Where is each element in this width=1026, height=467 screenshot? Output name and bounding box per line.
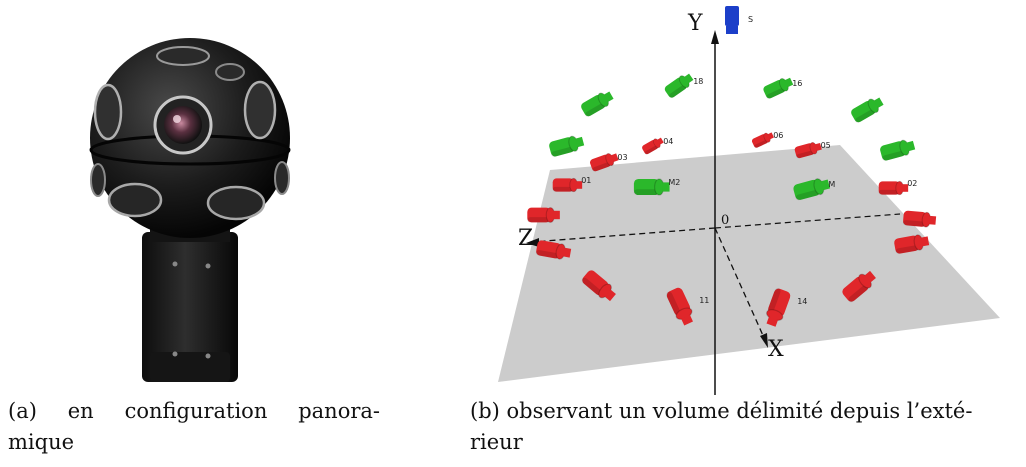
camera-green-22 (880, 139, 916, 161)
x-axis-line (714, 227, 766, 341)
z-axis-negative-line (714, 213, 901, 229)
floor-plane (498, 145, 1000, 382)
camera-red-2 (751, 132, 774, 148)
x-axis-label: X (768, 337, 784, 362)
camera-red-4 (794, 142, 822, 159)
y-axis-label: Y (687, 11, 703, 36)
camera-tag: S (748, 15, 753, 24)
caption-a-line-2: mique (8, 430, 75, 454)
y-axis-arrow (711, 30, 719, 44)
camera-tag: 18 (693, 77, 703, 86)
caption-b-line-2: rieur (470, 430, 523, 454)
camera-group: 04 06 03 05 01 02 11 14 18 16 M2 M S (527, 6, 937, 327)
camera-tag: 06 (773, 131, 783, 140)
caption-a-line-1: (a) en configuration panora- (8, 399, 380, 423)
camera-red-1 (642, 137, 664, 155)
camera-tag: 02 (907, 179, 917, 188)
camera-green-17 (664, 73, 694, 99)
camera-blue-25 (725, 6, 739, 34)
camera-tag: 11 (699, 296, 709, 305)
camera-green-18 (763, 77, 794, 99)
origin-label: 0 (721, 213, 729, 228)
camera-red-8 (902, 210, 937, 228)
camera-green-24 (793, 178, 831, 201)
camera-green-23 (633, 178, 670, 196)
camera-red-9 (535, 240, 572, 260)
camera-red-3 (590, 153, 619, 172)
caption-b-line-1: (b) observant un volume délimité depuis … (470, 399, 973, 423)
camera-tag: 01 (581, 176, 591, 185)
camera-tag: 04 (663, 137, 673, 146)
camera-tag: 05 (821, 141, 831, 150)
camera-green-19 (581, 91, 614, 117)
camera-lenses (90, 46, 290, 221)
camera-red-10 (894, 234, 930, 254)
camera-green-21 (549, 135, 585, 157)
camera-housing-tube (142, 232, 238, 382)
camera-tag: 16 (792, 79, 802, 88)
panoramic-camera-photo (0, 0, 380, 395)
camera-arrangement-diagram: Y X Z 0 04 06 03 05 01 02 11 14 18 16 M2 M S (470, 0, 1026, 400)
camera-arrangement-svg: Y X Z 0 04 06 03 05 01 02 11 14 18 16 M2 M S (498, 6, 1000, 400)
camera-red-7 (527, 207, 560, 223)
camera-tag: 03 (617, 153, 627, 162)
caption-subfigure-b: (b) observant un volume délimité depuis … (470, 396, 1026, 458)
camera-red-13 (666, 287, 693, 326)
camera-tag: M2 (668, 178, 680, 187)
z-axis-line (531, 227, 716, 243)
camera-red-14 (766, 288, 791, 327)
camera-tag: 14 (797, 297, 807, 306)
camera-green-20 (851, 97, 884, 123)
camera-red-11 (581, 270, 616, 302)
camera-red-12 (842, 270, 876, 303)
x-axis-arrow (760, 333, 768, 348)
caption-subfigure-a: (a) en configuration panora- mique (8, 396, 380, 458)
panoramic-camera-rig-image (0, 0, 380, 395)
camera-red-6 (878, 180, 909, 196)
camera-tag: M (828, 180, 835, 189)
z-axis-arrow (526, 238, 539, 247)
z-axis-label: Z (518, 226, 533, 251)
camera-red-5 (552, 177, 583, 193)
